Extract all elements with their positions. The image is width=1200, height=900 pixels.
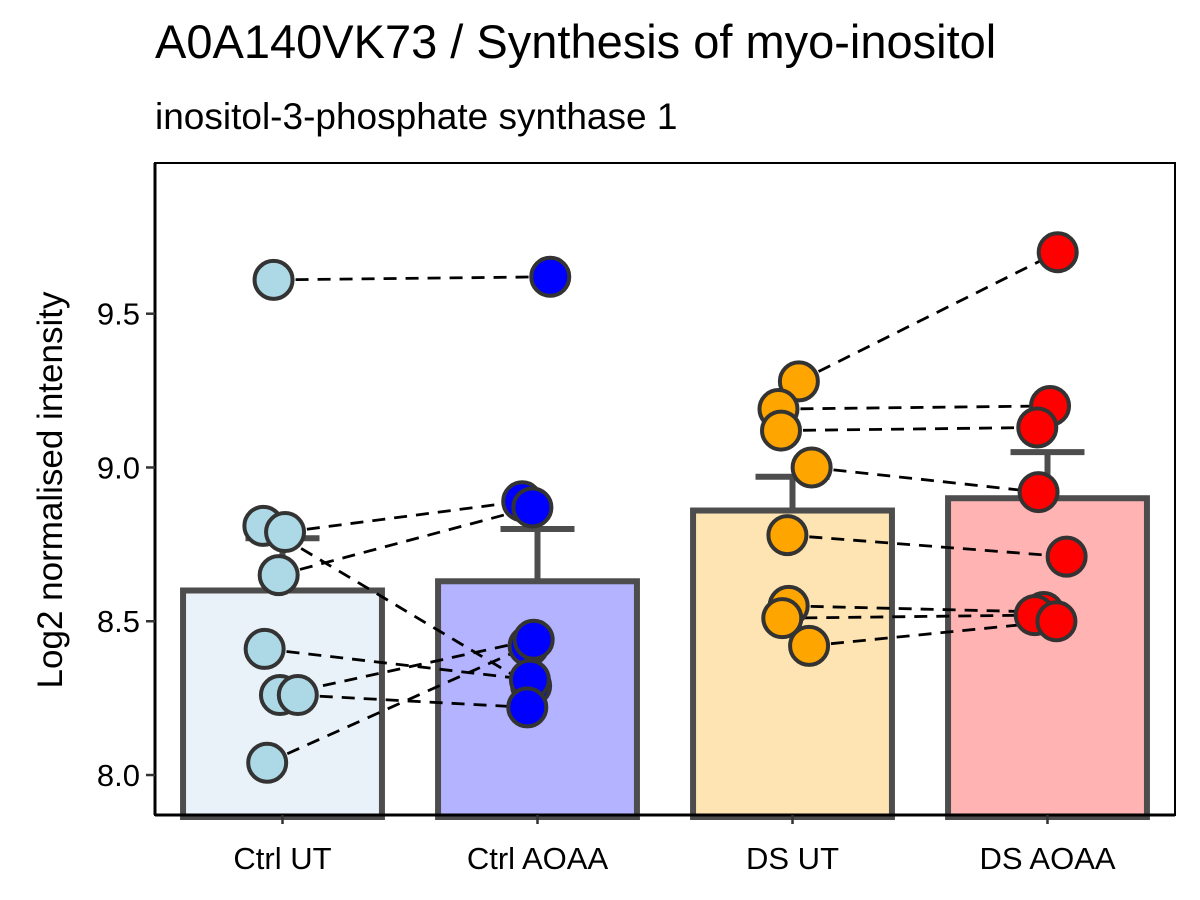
data-point xyxy=(790,446,833,489)
pair-line xyxy=(266,644,530,764)
data-point xyxy=(243,627,286,670)
data-point xyxy=(252,258,295,301)
pair-line xyxy=(284,499,523,534)
data-point xyxy=(1036,231,1079,274)
axes-layer: 8.0 8.5 9.0 9.5 Ctrl UT Ctrl AOAA DS UT DS AOAA xyxy=(97,162,1176,876)
chart-subtitle: inositol-3-phosphate synthase 1 xyxy=(155,96,678,137)
data-point xyxy=(1017,471,1060,514)
x-tick-label: DS AOAA xyxy=(979,841,1115,876)
data-point xyxy=(264,511,307,554)
pair-lines-layer xyxy=(262,250,1067,764)
data-point xyxy=(1045,535,1088,578)
data-point xyxy=(246,741,289,784)
x-tick-label: Ctrl UT xyxy=(233,841,331,876)
pair-line xyxy=(273,275,551,282)
data-point xyxy=(761,597,804,640)
bars-layer xyxy=(180,495,1150,821)
y-tick-label: 8.5 xyxy=(97,604,140,639)
y-tick-label: 9.5 xyxy=(97,297,140,332)
x-tick-label: DS UT xyxy=(746,841,839,876)
data-point xyxy=(766,514,809,557)
data-point xyxy=(788,624,831,667)
pair-line xyxy=(297,693,528,709)
y-tick-label: 8.0 xyxy=(97,758,140,793)
data-point xyxy=(506,686,549,729)
bar-ds-ut xyxy=(690,507,895,820)
bar-ds-aoaa xyxy=(945,495,1150,820)
data-point xyxy=(511,486,554,529)
y-axis-title: Log2 normalised intensity xyxy=(31,291,70,688)
data-point xyxy=(512,618,555,661)
pair-line xyxy=(782,613,1035,620)
data-point xyxy=(1035,600,1078,643)
pair-line xyxy=(264,647,531,682)
pair-line xyxy=(787,533,1067,559)
data-point xyxy=(257,554,300,597)
chart-title: A0A140VK73 / Synthesis of myo-inositol xyxy=(155,15,997,68)
data-point xyxy=(529,255,572,298)
pair-line xyxy=(811,466,1039,494)
points-layer xyxy=(242,231,1088,784)
data-point xyxy=(276,674,319,717)
x-tick-label: Ctrl AOAA xyxy=(467,841,609,876)
pair-line xyxy=(262,524,532,688)
y-tick-label: 9.0 xyxy=(97,450,140,485)
data-point xyxy=(1016,406,1059,449)
pair-line xyxy=(808,619,1057,648)
data-point xyxy=(760,409,803,452)
data-point xyxy=(777,360,820,403)
pair-line xyxy=(781,426,1038,432)
pair-line xyxy=(778,404,1051,411)
pair-line xyxy=(798,250,1059,383)
